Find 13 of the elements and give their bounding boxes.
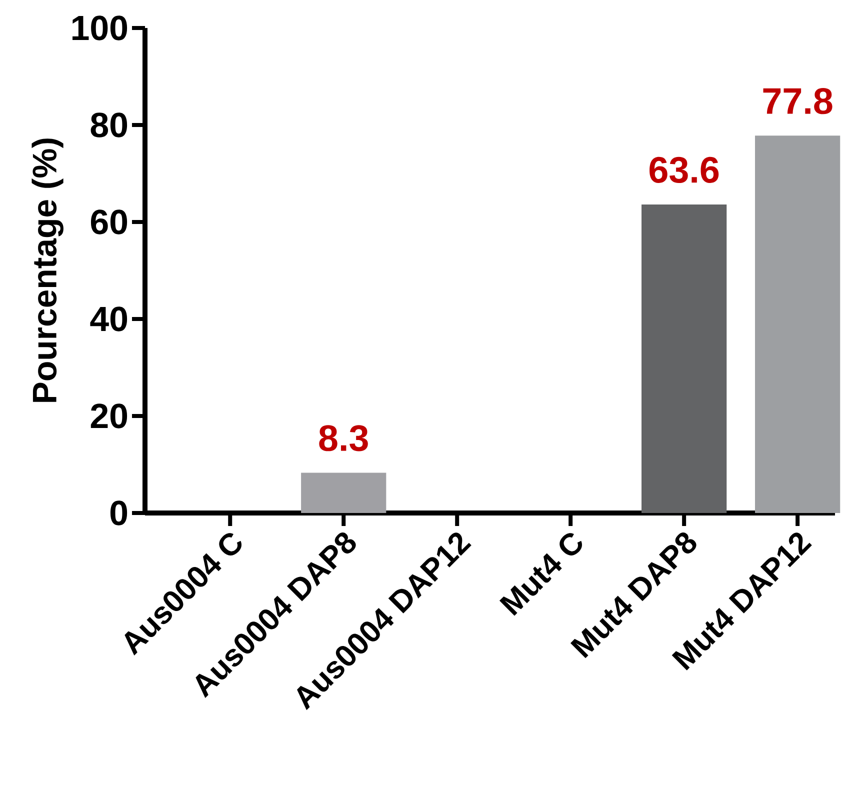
y-tick-label: 60: [90, 210, 128, 234]
y-tick-label: 80: [90, 112, 128, 138]
bar: [301, 472, 386, 513]
data-label: 63.6: [650, 156, 719, 184]
bar: [642, 204, 727, 513]
y-axis-title: Pourcentage (%): [32, 138, 64, 402]
data-label: 8.3: [319, 425, 368, 452]
bar: [755, 136, 840, 513]
y-tick-label: 40: [90, 306, 128, 332]
data-label: 77.8: [763, 88, 832, 114]
y-tick-label: 20: [90, 404, 128, 428]
y-tick-label: 0: [110, 500, 128, 526]
y-tick-label: 100: [72, 16, 128, 40]
